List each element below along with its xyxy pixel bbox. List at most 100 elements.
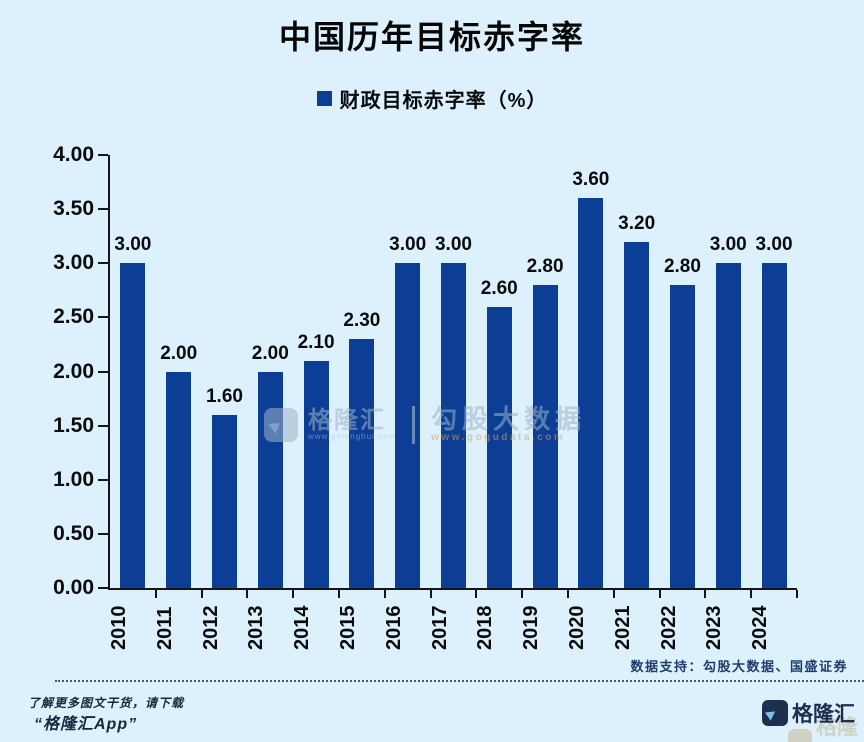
footer-promo-line2: “格隆汇App”	[34, 716, 138, 733]
bar	[211, 414, 237, 588]
bar	[624, 241, 650, 588]
x-tick-label: 2023	[703, 605, 726, 651]
x-tick-label: 2022	[657, 605, 680, 651]
y-tick-mark	[98, 154, 108, 156]
bar	[761, 263, 787, 588]
bar-group-2020: 3.60	[568, 155, 614, 588]
y-tick-label: 3.00	[53, 251, 94, 275]
bar	[440, 263, 466, 588]
x-tick-mark	[246, 590, 249, 598]
x-tick-label: 2020	[565, 605, 588, 651]
x-tick-mark	[429, 590, 432, 598]
x-tick-mark	[750, 590, 753, 598]
x-tick-mark	[383, 590, 386, 598]
y-tick-label: 3.50	[53, 197, 94, 221]
x-tick-mark	[796, 590, 798, 598]
legend: 财政目标赤字率（%）	[0, 84, 864, 113]
y-tick-mark	[98, 208, 108, 211]
bar-group-2011: 2.00	[156, 155, 202, 588]
y-tick-label: 1.50	[53, 413, 94, 437]
bar-value-label: 3.20	[618, 212, 656, 234]
bar-group-2023: 3.00	[705, 155, 751, 588]
bar	[669, 284, 695, 588]
y-tick-label: 0.00	[53, 576, 94, 599]
x-tick-mark	[338, 590, 340, 598]
bar	[303, 360, 329, 588]
y-tick-label: 4.00	[53, 143, 94, 166]
x-tick-label: 2019	[520, 605, 543, 651]
bar-group-2021: 3.20	[614, 155, 660, 588]
x-tick-label: 2012	[199, 605, 222, 651]
x-tick-label: 2017	[428, 605, 451, 651]
bar-value-label: 3.00	[709, 234, 747, 256]
plot-area: 3.00 2.00 1.60 2.00 2.10 2.30 3.00 3.00 2.60 2.80…	[98, 154, 798, 598]
bar-value-label: 2.00	[160, 342, 198, 364]
x-tick-label: 2014	[291, 605, 314, 651]
bar-group-2012: 1.60	[202, 155, 248, 588]
bar	[578, 198, 604, 588]
bar-value-label: 2.80	[663, 255, 701, 277]
bar-group-2010: 3.00	[110, 155, 156, 588]
bar-group-2019: 2.80	[522, 155, 568, 588]
footer-divider	[55, 680, 864, 682]
bar-value-label: 3.00	[755, 234, 793, 256]
x-tick-label: 2010	[108, 605, 130, 651]
y-tick-mark	[98, 424, 108, 427]
legend-swatch-icon	[316, 91, 332, 106]
x-tick-label: 2021	[611, 605, 634, 651]
y-tick-mark	[98, 370, 108, 373]
bar-value-label: 2.80	[526, 255, 564, 277]
chart-title: 中国历年目标赤字率	[278, 19, 585, 55]
bar	[395, 263, 421, 588]
y-tick-label: 1.00	[53, 467, 94, 491]
bar-value-label: 3.00	[389, 234, 427, 256]
x-tick-mark	[612, 590, 615, 598]
x-tick-mark	[521, 590, 524, 598]
bar-group-2022: 2.80	[660, 155, 706, 588]
y-tick-label: 2.50	[53, 305, 94, 329]
y-tick-label: 0.50	[53, 521, 94, 545]
bar	[120, 263, 146, 588]
x-tick-label: 2018	[474, 605, 497, 651]
x-tick-mark	[292, 590, 295, 598]
gelonghui-logo-icon	[762, 700, 788, 726]
bar-value-label: 2.10	[297, 331, 335, 353]
bar-group-2024: 3.00	[751, 155, 797, 588]
x-tick-label: 2013	[245, 605, 268, 651]
bar-group-2018: 2.60	[476, 155, 522, 588]
bar	[349, 339, 375, 588]
x-tick-mark	[704, 590, 707, 598]
x-tick-mark	[567, 590, 569, 598]
x-tick-label: 2016	[382, 605, 405, 651]
x-tick-label: 2011	[153, 606, 176, 650]
bar	[166, 371, 192, 588]
legend-label: 财政目标赤字率（%）	[339, 90, 548, 112]
y-tick-mark	[98, 262, 108, 265]
y-tick-mark	[98, 478, 108, 481]
gelonghui-logo-ghost-icon	[788, 729, 812, 742]
bar	[486, 306, 512, 588]
y-tick-mark	[98, 532, 108, 535]
y-tick-label: 2.00	[53, 359, 94, 383]
bar	[715, 263, 741, 588]
bar-value-label: 3.60	[572, 169, 610, 191]
y-tick-mark	[98, 587, 108, 589]
bar-value-label: 3.00	[114, 234, 152, 256]
y-tick-mark	[98, 316, 108, 319]
bar	[257, 371, 283, 588]
bar-group-2016: 3.00	[385, 155, 431, 588]
brand-logo: 格隆汇	[762, 698, 855, 728]
bar-value-label: 2.60	[480, 277, 518, 299]
footer-promo-line1: 了解更多图文干货，请下载	[28, 696, 185, 710]
bar-group-2013: 2.00	[247, 155, 293, 588]
bar-value-label: 2.00	[251, 342, 289, 364]
x-tick-mark	[475, 590, 478, 598]
x-tick-label: 2015	[336, 605, 359, 651]
x-axis-labels: 2010 2011 2012 2013 2014 2015 2016 2017 2018 2019…	[108, 597, 795, 659]
bar-value-label: 2.30	[343, 310, 381, 332]
bar-group-2014: 2.10	[293, 155, 339, 588]
y-axis-labels: 4.00 3.50 3.00 2.50 2.00 1.50 1.00 0.50 0.00	[30, 143, 94, 599]
x-tick-mark	[200, 590, 203, 598]
bar-value-label: 1.60	[205, 385, 243, 407]
